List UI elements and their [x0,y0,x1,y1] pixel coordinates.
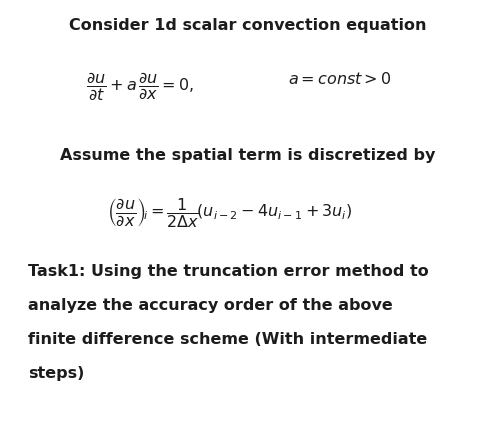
Text: Consider 1d scalar convection equation: Consider 1d scalar convection equation [69,18,427,33]
Text: analyze the accuracy order of the above: analyze the accuracy order of the above [28,298,393,313]
Text: Task1: Using the truncation error method to: Task1: Using the truncation error method… [28,264,429,279]
Text: $\left(\dfrac{\partial u}{\partial x}\right)_{\!i}= \dfrac{1}{2\Delta x}\!\left(: $\left(\dfrac{\partial u}{\partial x}\ri… [107,196,353,229]
Text: Assume the spatial term is discretized by: Assume the spatial term is discretized b… [60,148,436,163]
Text: $a = const > 0$: $a = const > 0$ [288,71,392,87]
Text: steps): steps) [28,366,84,381]
Text: finite difference scheme (With intermediate: finite difference scheme (With intermedi… [28,332,427,347]
Text: $\dfrac{\partial u}{\partial t}+a\,\dfrac{\partial u}{\partial x}=0,$: $\dfrac{\partial u}{\partial t}+a\,\dfra… [86,71,194,103]
